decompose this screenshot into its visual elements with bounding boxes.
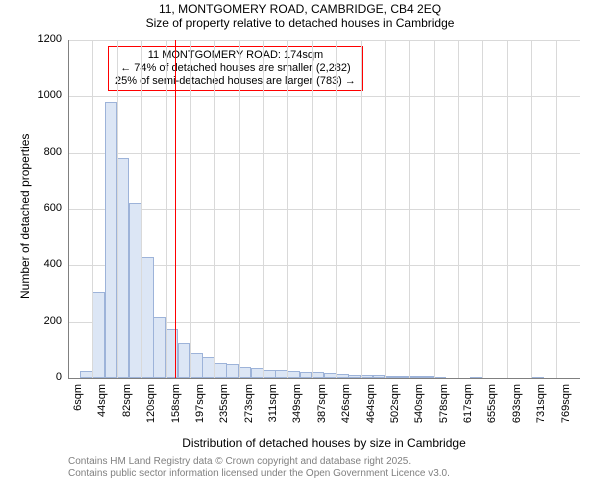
histogram-bar — [202, 357, 215, 378]
footer-line-1: Contains HM Land Registry data © Crown c… — [68, 456, 450, 468]
x-tick-label: 540sqm — [413, 384, 425, 438]
x-tick-label: 311sqm — [267, 384, 279, 438]
grid-line — [117, 40, 118, 378]
grid-line — [68, 209, 580, 210]
x-tick-label: 387sqm — [316, 384, 328, 438]
grid-line — [214, 40, 215, 378]
grid-line — [68, 96, 580, 97]
x-tick-label: 426sqm — [340, 384, 352, 438]
footer-attribution: Contains HM Land Registry data © Crown c… — [68, 456, 450, 480]
chart-title-block: 11, MONTGOMERY ROAD, CAMBRIDGE, CB4 2EQ … — [0, 2, 600, 30]
x-tick-label: 693sqm — [511, 384, 523, 438]
histogram-bar — [117, 158, 130, 378]
y-axis-label: Number of detached properties — [18, 134, 32, 299]
grid-line — [92, 40, 93, 378]
grid-line — [68, 153, 580, 154]
grid-line — [336, 40, 337, 378]
grid-line — [556, 40, 557, 378]
y-tick-label: 1200 — [28, 33, 62, 45]
x-tick-label: 464sqm — [365, 384, 377, 438]
histogram-bar — [251, 368, 264, 378]
histogram-bar — [178, 343, 191, 378]
x-tick-label: 769sqm — [560, 384, 572, 438]
x-tick-label: 44sqm — [96, 384, 108, 438]
histogram-bar — [214, 363, 227, 378]
histogram-bar — [153, 317, 166, 378]
annotation-line-3: 25% of semi-detached houses are larger (… — [115, 75, 356, 88]
histogram-bar — [129, 203, 142, 378]
histogram-bar — [80, 371, 93, 378]
annotation-box: 11 MONTGOMERY ROAD: 174sqm ← 74% of deta… — [108, 46, 363, 91]
histogram-bar — [105, 102, 118, 378]
grid-line — [482, 40, 483, 378]
x-tick-label: 273sqm — [243, 384, 255, 438]
grid-line — [409, 40, 410, 378]
grid-line — [507, 40, 508, 378]
y-tick-label: 600 — [28, 202, 62, 214]
grid-line — [531, 40, 532, 378]
histogram-bar — [226, 364, 239, 378]
footer-line-2: Contains public sector information licen… — [68, 468, 450, 480]
annotation-line-1: 11 MONTGOMERY ROAD: 174sqm — [115, 49, 356, 62]
histogram-bar — [287, 371, 300, 378]
axis-line — [68, 40, 69, 378]
x-tick-label: 158sqm — [170, 384, 182, 438]
histogram-bar — [141, 257, 154, 378]
axis-line — [68, 378, 580, 379]
x-tick-label: 82sqm — [121, 384, 133, 438]
x-axis-label: Distribution of detached houses by size … — [68, 436, 580, 450]
histogram-bar — [275, 370, 288, 378]
x-tick-label: 197sqm — [194, 384, 206, 438]
y-tick-label: 400 — [28, 258, 62, 270]
histogram-bar — [92, 292, 105, 378]
chart-title-line1: 11, MONTGOMERY ROAD, CAMBRIDGE, CB4 2EQ — [0, 2, 600, 16]
grid-line — [68, 40, 580, 41]
y-tick-label: 200 — [28, 315, 62, 327]
histogram-bar — [263, 370, 276, 378]
x-tick-label: 235sqm — [218, 384, 230, 438]
histogram-bar — [190, 353, 203, 378]
grid-line — [190, 40, 191, 378]
grid-line — [141, 40, 142, 378]
x-tick-label: 502sqm — [389, 384, 401, 438]
grid-line — [263, 40, 264, 378]
x-tick-label: 655sqm — [486, 384, 498, 438]
histogram-bar — [239, 367, 252, 378]
grid-line — [385, 40, 386, 378]
grid-line — [434, 40, 435, 378]
y-tick-label: 800 — [28, 146, 62, 158]
grid-line — [458, 40, 459, 378]
x-tick-label: 6sqm — [72, 384, 84, 438]
grid-line — [239, 40, 240, 378]
grid-line — [312, 40, 313, 378]
y-tick-label: 1000 — [28, 89, 62, 101]
y-tick-label: 0 — [28, 371, 62, 383]
chart-title-line2: Size of property relative to detached ho… — [0, 16, 600, 30]
grid-line — [287, 40, 288, 378]
x-tick-label: 731sqm — [535, 384, 547, 438]
x-tick-label: 578sqm — [438, 384, 450, 438]
annotation-line-2: ← 74% of detached houses are smaller (2,… — [115, 62, 356, 75]
grid-line — [166, 40, 167, 378]
property-marker-line — [175, 40, 176, 378]
x-tick-label: 349sqm — [291, 384, 303, 438]
grid-line — [361, 40, 362, 378]
x-tick-label: 617sqm — [462, 384, 474, 438]
x-tick-label: 120sqm — [145, 384, 157, 438]
